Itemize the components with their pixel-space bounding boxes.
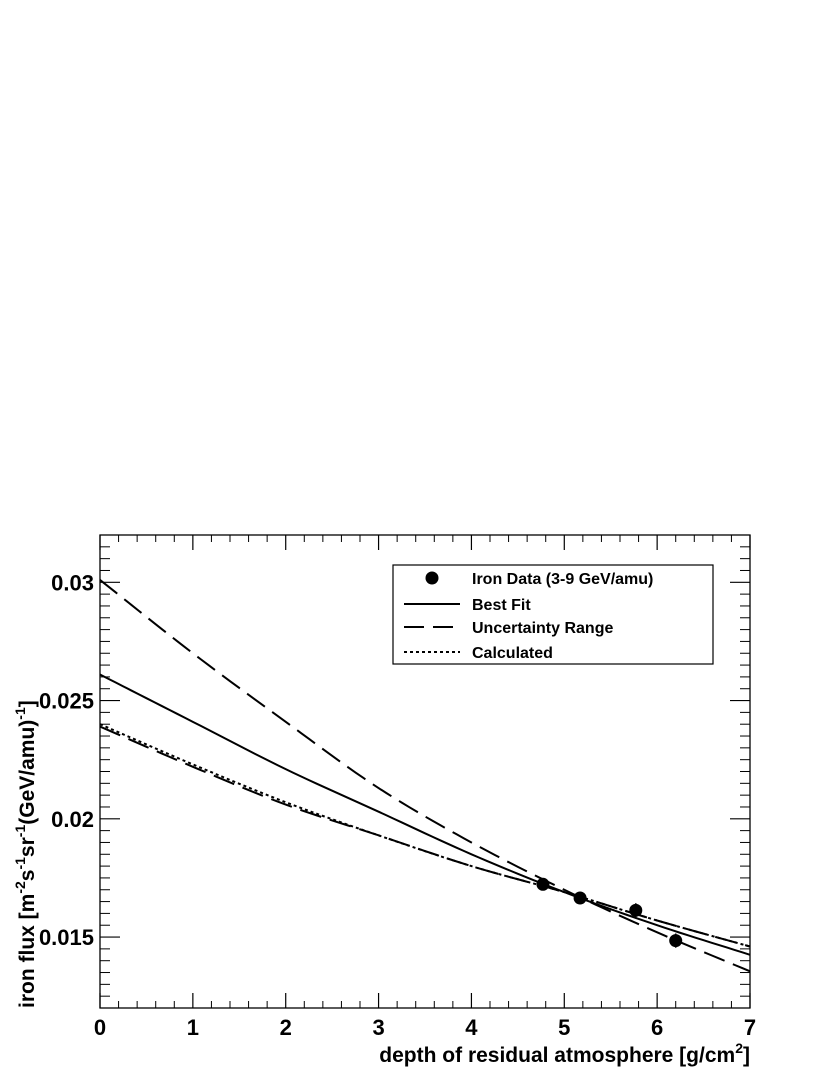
curves-layer [99, 579, 751, 973]
legend-marker-iron-data [425, 571, 439, 585]
legend-box [392, 564, 714, 665]
y-tick-label-3: 0.03 [51, 570, 94, 595]
x-tick-label-2: 2 [280, 1015, 292, 1040]
series-line-calculated-3 [99, 723, 751, 948]
data-point-0 [536, 877, 550, 891]
legend-label-calculated: Calculated [472, 645, 553, 662]
y-axis-title-part-5: -1 [12, 825, 28, 838]
x-tick-label-1: 1 [187, 1015, 199, 1040]
x-axis-title-end: ] [743, 1044, 750, 1067]
x-axis-title-main: depth of residual atmosphere [g/cm [379, 1044, 735, 1067]
y-axis-title: iron flux [m-2s-1sr-1(GeV/amu)-1] [12, 700, 39, 1008]
x-axis-title-sup: 2 [735, 1040, 743, 1056]
x-tick-label-0: 0 [94, 1015, 106, 1040]
y-axis-title-part-1: -2 [12, 881, 28, 894]
y-axis-title-part-3: -1 [12, 857, 28, 870]
y-axis-title-part-4: sr [16, 837, 39, 857]
legend-label-uncertainty-range: Uncertainty Range [472, 620, 613, 637]
data-point-2 [629, 903, 643, 917]
y-tick-label-2: 0.025 [39, 689, 94, 714]
data-point-3 [669, 934, 683, 948]
y-axis-title-part-8: ] [16, 700, 39, 707]
x-tick-label-3: 3 [372, 1015, 384, 1040]
axis-ticks [99, 534, 751, 1009]
axis-tick-labels: 0 1 2 3 4 5 6 7 0.015 0.02 0.025 0.03 [39, 570, 756, 1040]
y-tick-label-0: 0.015 [39, 925, 94, 950]
data-points-layer [536, 877, 683, 948]
legend-label-iron-data: Iron Data (3-9 GeV/amu) [472, 571, 653, 588]
series-line-uncertainty-range-1 [99, 579, 751, 973]
x-tick-label-4: 4 [465, 1015, 478, 1040]
x-tick-label-6: 6 [651, 1015, 663, 1040]
x-axis-title: depth of residual atmosphere [g/cm2] [379, 1040, 750, 1067]
y-axis-title-part-2: s [16, 870, 39, 882]
x-tick-label-7: 7 [744, 1015, 756, 1040]
data-point-1 [573, 891, 587, 905]
x-tick-label-5: 5 [558, 1015, 570, 1040]
legend-label-best-fit: Best Fit [472, 597, 531, 614]
legend: Iron Data (3-9 GeV/amu) Best Fit Uncerta… [392, 564, 714, 665]
series-line-best-fit-0 [99, 673, 751, 956]
y-axis-title-part-0: iron flux [m [16, 894, 39, 1008]
y-axis-title-part-7: -1 [12, 707, 28, 720]
y-tick-label-1: 0.02 [51, 807, 94, 832]
y-axis-title-part-6: (GeV/amu) [16, 720, 39, 825]
